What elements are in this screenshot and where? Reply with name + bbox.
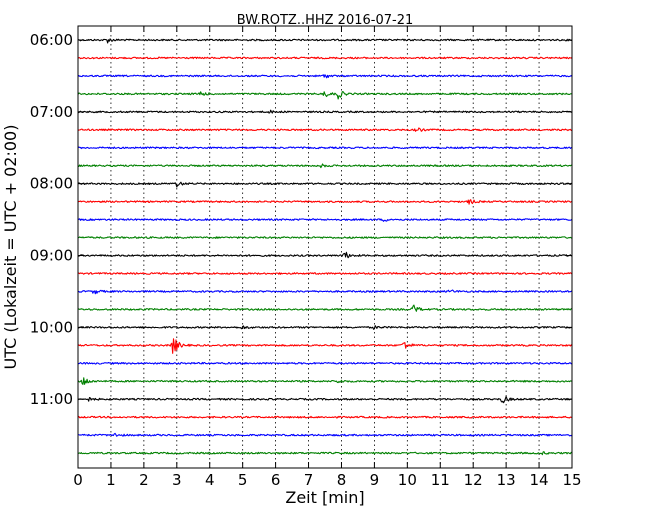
traces xyxy=(77,38,573,456)
trace-1100 xyxy=(77,396,573,404)
x-tick-label: 2 xyxy=(139,471,149,489)
x-tick-label: 11 xyxy=(431,471,450,489)
x-tick-label: 15 xyxy=(562,471,581,489)
y-tick-label: 06:00 xyxy=(30,31,73,49)
trace-0915 xyxy=(77,272,573,275)
x-tick-label: 4 xyxy=(205,471,215,489)
trace-0845 xyxy=(77,236,573,239)
x-tick-label: 7 xyxy=(304,471,314,489)
trace-1015 xyxy=(77,338,573,354)
trace-0800 xyxy=(77,181,573,188)
trace-0715 xyxy=(77,127,573,132)
x-tick-label: 10 xyxy=(398,471,417,489)
trace-0930 xyxy=(77,289,573,295)
y-tick-label: 10:00 xyxy=(30,318,73,336)
ticks xyxy=(77,26,573,468)
y-tick-label: 09:00 xyxy=(30,247,73,265)
y-tick-label: 08:00 xyxy=(30,175,73,193)
x-axis-label: Zeit [min] xyxy=(285,488,364,507)
trace-0630 xyxy=(77,74,573,79)
x-tick-labels: 0 1 2 3 4 5 6 7 8 9 10 11 12 13 14 15 xyxy=(73,471,581,489)
trace-1130 xyxy=(77,432,573,437)
trace-0600 xyxy=(77,38,573,44)
x-tick-label: 3 xyxy=(172,471,182,489)
grid xyxy=(110,26,540,468)
y-axis-label: UTC (Lokalzeit = UTC + 02:00) xyxy=(1,125,20,370)
x-tick-label: 0 xyxy=(73,471,83,489)
trace-1045 xyxy=(77,377,573,385)
trace-0900 xyxy=(77,251,573,259)
x-tick-label: 5 xyxy=(238,471,248,489)
trace-1145 xyxy=(77,451,573,456)
trace-0645 xyxy=(77,91,573,100)
trace-1000 xyxy=(77,325,573,330)
trace-1115 xyxy=(77,415,573,419)
x-tick-label: 12 xyxy=(464,471,483,489)
y-tick-label: 11:00 xyxy=(30,390,73,408)
trace-0945 xyxy=(77,304,573,312)
trace-0615 xyxy=(77,56,573,60)
x-tick-label: 8 xyxy=(337,471,347,489)
x-tick-label: 13 xyxy=(497,471,516,489)
plot-frame xyxy=(77,25,573,469)
trace-0730 xyxy=(77,146,573,150)
y-tick-labels: 06:00 07:00 08:00 09:00 10:00 11:00 xyxy=(30,31,73,408)
trace-0815 xyxy=(77,199,573,205)
trace-0700 xyxy=(77,109,573,114)
chart-title: BW.ROTZ..HHZ 2016-07-21 xyxy=(237,13,413,28)
x-tick-label: 9 xyxy=(370,471,380,489)
trace-0830 xyxy=(77,218,573,222)
x-tick-label: 14 xyxy=(530,471,549,489)
y-tick-label: 07:00 xyxy=(30,103,73,121)
x-tick-label: 1 xyxy=(106,471,116,489)
trace-0745 xyxy=(77,163,573,169)
trace-1030 xyxy=(77,361,573,365)
x-tick-label: 6 xyxy=(271,471,281,489)
